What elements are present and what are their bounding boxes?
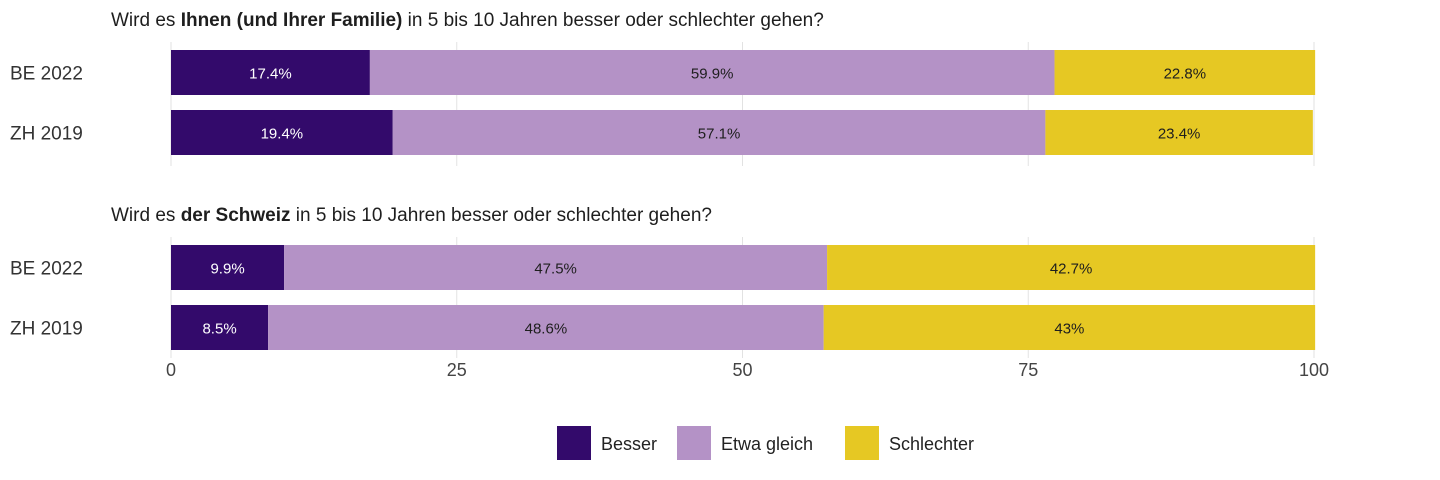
data-label: 23.4% xyxy=(1158,126,1201,143)
legend-swatch xyxy=(845,426,879,460)
legend: Besser Etwa gleich Schlechter xyxy=(557,426,974,460)
legend-swatch xyxy=(677,426,711,460)
x-tick-label: 0 xyxy=(166,360,176,380)
data-label: 43% xyxy=(1054,321,1084,338)
x-tick-label: 50 xyxy=(732,360,752,380)
panel-title-part: der Schweiz xyxy=(181,205,291,226)
bar-segment-schlechter xyxy=(1045,110,1313,155)
bar-segment-schlechter xyxy=(823,305,1316,350)
legend-label: Besser xyxy=(601,434,657,454)
bar-segment-etwa-gleich xyxy=(268,305,824,350)
panel-title: Wird es der Schweiz in 5 bis 10 Jahren b… xyxy=(111,205,712,226)
data-label: 9.9% xyxy=(210,261,244,278)
bar-segment-besser xyxy=(171,245,285,290)
bar-segment-etwa-gleich xyxy=(284,245,828,290)
panel-title-part: Wird es xyxy=(111,205,181,226)
data-label: 57.1% xyxy=(698,126,741,143)
bar-segment-etwa-gleich xyxy=(369,50,1055,95)
bar-segment-besser xyxy=(171,305,269,350)
legend-label: Etwa gleich xyxy=(721,434,813,454)
bar-segment-besser xyxy=(171,50,370,95)
panel-title-part: in 5 bis 10 Jahren besser oder schlechte… xyxy=(291,205,712,226)
row-label: BE 2022 xyxy=(10,64,83,85)
x-tick-label: 75 xyxy=(1018,360,1038,380)
data-label: 59.9% xyxy=(691,66,734,83)
x-tick-label: 25 xyxy=(447,360,467,380)
panel-title-part: Ihnen (und Ihrer Familie) xyxy=(181,10,403,31)
legend-label: Schlechter xyxy=(889,434,974,454)
row-label: BE 2022 xyxy=(10,259,83,280)
data-label: 47.5% xyxy=(534,261,577,278)
legend-swatch xyxy=(557,426,591,460)
data-label: 48.6% xyxy=(525,321,568,338)
chart-panel-1: Wird es Ihnen (und Ihrer Familie) in 5 b… xyxy=(10,10,1316,166)
panel-title-part: in 5 bis 10 Jahren besser oder schlechte… xyxy=(402,10,823,31)
panel-title-part: Wird es xyxy=(111,10,181,31)
bar-segment-etwa-gleich xyxy=(392,110,1046,155)
bar-segment-schlechter xyxy=(1054,50,1316,95)
x-tick-label: 100 xyxy=(1299,360,1329,380)
data-label: 22.8% xyxy=(1164,66,1207,83)
data-label: 19.4% xyxy=(261,126,304,143)
row-label: ZH 2019 xyxy=(10,124,83,145)
data-label: 42.7% xyxy=(1050,261,1093,278)
data-label: 17.4% xyxy=(249,66,292,83)
row-label: ZH 2019 xyxy=(10,319,83,340)
chart-panel-2: Wird es der Schweiz in 5 bis 10 Jahren b… xyxy=(10,205,1316,358)
bar-segment-besser xyxy=(171,110,393,155)
panel-title: Wird es Ihnen (und Ihrer Familie) in 5 b… xyxy=(111,10,824,31)
bar-segment-schlechter xyxy=(827,245,1316,290)
data-label: 8.5% xyxy=(202,321,236,338)
